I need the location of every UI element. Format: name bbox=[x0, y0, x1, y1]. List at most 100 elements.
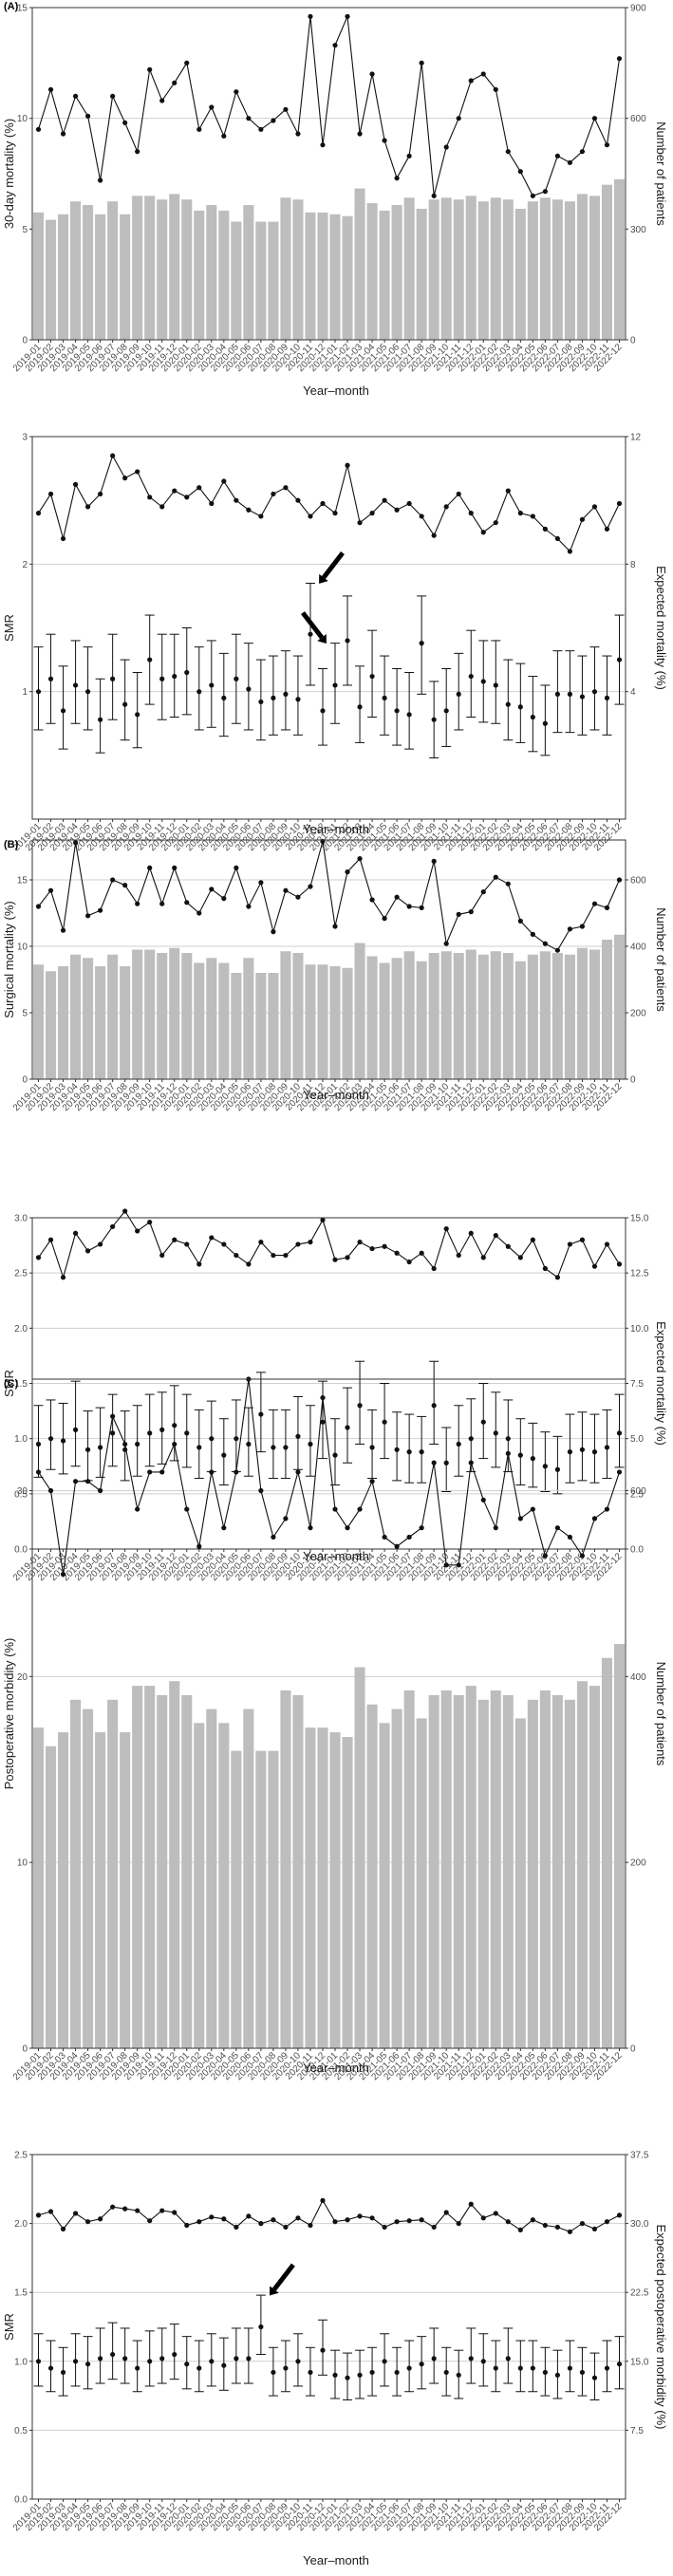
bar bbox=[70, 1699, 82, 2048]
panel-B1: 05101502004006002019-012019-022019-03201… bbox=[2, 838, 668, 1113]
line-point bbox=[98, 907, 103, 913]
tick-label-left: 3 bbox=[22, 433, 28, 443]
line-point bbox=[591, 1263, 598, 1269]
line-point bbox=[110, 1223, 116, 1229]
line-point bbox=[493, 874, 498, 880]
smr-point bbox=[110, 676, 116, 681]
line-point bbox=[480, 530, 486, 535]
line-point bbox=[72, 93, 79, 99]
x-axis-title: Year–month bbox=[303, 1088, 369, 1102]
line-point bbox=[60, 1572, 66, 1577]
line-point bbox=[369, 1245, 375, 1252]
line-point bbox=[345, 13, 350, 19]
line-point bbox=[295, 894, 301, 900]
smr-point bbox=[505, 1436, 511, 1442]
bar bbox=[58, 1732, 69, 2048]
tick-label-right: 30.0 bbox=[630, 2219, 649, 2230]
bar bbox=[453, 1694, 464, 2048]
line-point bbox=[72, 840, 79, 846]
smr-point bbox=[172, 1423, 178, 1428]
bar bbox=[428, 953, 439, 1079]
line-point bbox=[122, 476, 128, 481]
plot-frame bbox=[31, 7, 626, 341]
smr-point bbox=[357, 2372, 363, 2378]
smr-point bbox=[295, 697, 301, 702]
line-point bbox=[184, 1241, 190, 1247]
line-point bbox=[517, 2227, 523, 2232]
line-point bbox=[332, 511, 338, 516]
smr-point bbox=[196, 1445, 202, 1450]
tick-label-left: 10 bbox=[17, 943, 28, 953]
line-point bbox=[110, 2204, 116, 2210]
line-point bbox=[72, 1230, 79, 1236]
line-point bbox=[283, 485, 289, 491]
line-point bbox=[147, 495, 153, 500]
tick-label-left: 2.5 bbox=[14, 1269, 28, 1279]
line-point bbox=[369, 897, 375, 903]
y-axis-title-right: Expected mortality (%) bbox=[654, 1321, 668, 1446]
smr-point bbox=[35, 2359, 42, 2364]
smr-point bbox=[320, 2347, 326, 2353]
line-point bbox=[35, 2212, 42, 2218]
line-point bbox=[530, 2217, 535, 2223]
bar bbox=[354, 188, 365, 340]
line-point bbox=[98, 1241, 103, 1247]
line-point bbox=[332, 43, 338, 48]
smr-point bbox=[493, 1430, 498, 1436]
line-point bbox=[616, 2212, 623, 2218]
line-point bbox=[35, 511, 42, 516]
line-point bbox=[98, 2216, 103, 2222]
bar bbox=[181, 1694, 193, 2048]
bar bbox=[403, 197, 415, 340]
smr-point bbox=[209, 2359, 215, 2364]
smr-point bbox=[332, 1452, 338, 1458]
panel-A1: 05101503006009002019-012019-022019-03201… bbox=[2, 1, 668, 398]
smr-point bbox=[35, 1441, 42, 1447]
smr-point bbox=[320, 708, 326, 714]
smr-point bbox=[443, 2369, 449, 2376]
smr-point bbox=[308, 631, 313, 637]
line-point bbox=[542, 2222, 548, 2229]
tick-label-left: 5 bbox=[22, 1009, 28, 1019]
line-point bbox=[505, 1243, 511, 1249]
line-point bbox=[530, 931, 535, 938]
smr-point bbox=[443, 1460, 449, 1465]
line-point bbox=[159, 2208, 165, 2213]
line-point bbox=[159, 98, 165, 103]
smr-point bbox=[295, 1433, 301, 1439]
line-point bbox=[468, 1230, 474, 1236]
bar bbox=[107, 954, 119, 1079]
line-point bbox=[493, 1525, 498, 1531]
smr-point bbox=[122, 2356, 128, 2361]
line-point bbox=[542, 941, 548, 946]
line-point bbox=[172, 1237, 178, 1242]
smr-point bbox=[84, 1447, 91, 1452]
smr-point bbox=[184, 1430, 190, 1436]
smr-point bbox=[345, 638, 350, 644]
line-point bbox=[320, 500, 326, 507]
bar bbox=[514, 208, 526, 340]
smr-point bbox=[246, 1441, 252, 1447]
smr-point bbox=[456, 2372, 461, 2378]
bar bbox=[514, 1718, 526, 2048]
line-point bbox=[530, 1237, 535, 1242]
smr-point bbox=[221, 1452, 227, 1458]
tick-label-left: 0.0 bbox=[14, 2495, 28, 2506]
line-point bbox=[246, 116, 252, 121]
bar bbox=[329, 214, 341, 340]
tick-label-left: 2.5 bbox=[14, 2151, 28, 2161]
line-point bbox=[517, 511, 523, 516]
line-point bbox=[135, 469, 140, 475]
bar bbox=[502, 1694, 514, 2048]
smr-point bbox=[209, 1436, 215, 1442]
x-axis-title: Year–month bbox=[303, 1549, 369, 1563]
bar bbox=[268, 973, 279, 1079]
bar bbox=[181, 953, 193, 1079]
line-point bbox=[567, 1534, 573, 1540]
line-point bbox=[554, 947, 560, 953]
smr-point bbox=[47, 2365, 54, 2371]
line-point bbox=[480, 889, 486, 895]
tick-label-right: 200 bbox=[630, 1009, 646, 1019]
bar bbox=[514, 961, 526, 1079]
line-point bbox=[246, 2213, 252, 2219]
